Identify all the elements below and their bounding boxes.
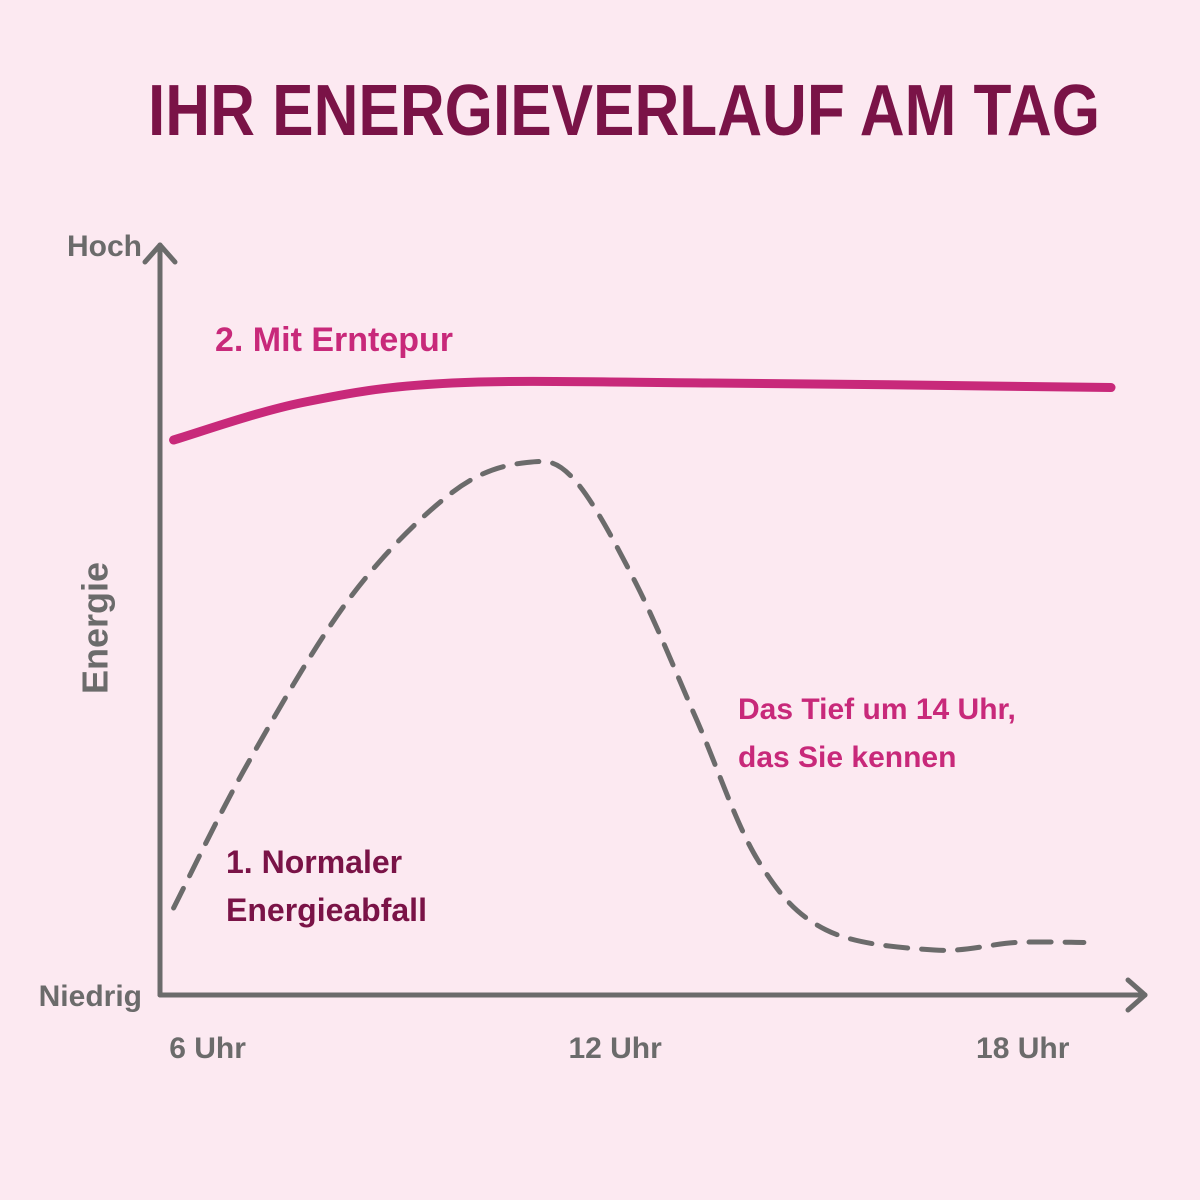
- series-label: 1. Normaler Energieabfall: [226, 844, 427, 928]
- chart-title: IHR ENERGIEVERLAUF AM TAG: [148, 71, 1100, 151]
- y-axis-label: Energie: [75, 562, 116, 694]
- annotation: Das Tief um 14 Uhr, das Sie kennen: [738, 693, 1016, 774]
- series-line: [171, 458, 1087, 953]
- y-arrow: [142, 242, 178, 265]
- x-tick-label: 18 Uhr: [976, 1032, 1070, 1065]
- x-tick-label: 6 Uhr: [169, 1032, 246, 1065]
- axes: [142, 242, 1148, 1013]
- y-tick-label: Niedrig: [39, 980, 142, 1013]
- x-arrow: [1125, 977, 1148, 1013]
- y-tick-label: Hoch: [67, 230, 142, 263]
- series-label: 2. Mit Erntepur: [215, 321, 454, 359]
- series-line: [169, 376, 1116, 445]
- x-tick-label: 12 Uhr: [568, 1032, 662, 1065]
